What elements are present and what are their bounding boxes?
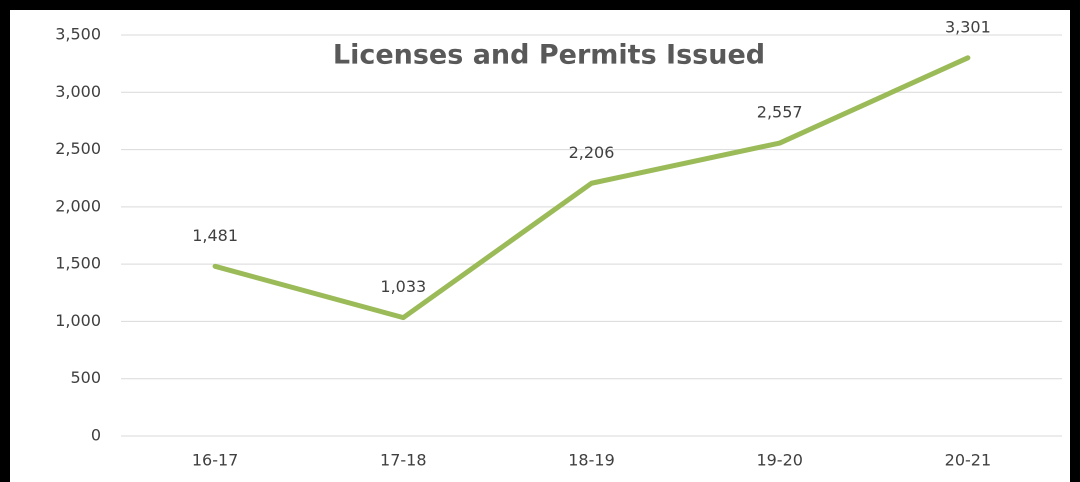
x-tick-label: 18-19 bbox=[568, 451, 615, 470]
chart-area bbox=[10, 10, 1070, 482]
x-tick-label: 19-20 bbox=[756, 451, 803, 470]
y-tick-label: 3,000 bbox=[55, 82, 101, 101]
x-tick-label: 17-18 bbox=[380, 451, 427, 470]
data-label: 2,206 bbox=[569, 143, 615, 162]
y-tick-label: 2,000 bbox=[55, 196, 101, 215]
data-label: 2,557 bbox=[757, 103, 803, 122]
x-tick-label: 16-17 bbox=[192, 451, 239, 470]
data-label: 3,301 bbox=[945, 17, 991, 36]
y-tick-label: 500 bbox=[70, 368, 101, 387]
x-tick-label: 20-21 bbox=[945, 451, 992, 470]
y-tick-label: 1,000 bbox=[55, 311, 101, 330]
y-tick-label: 3,500 bbox=[55, 25, 101, 44]
y-tick-label: 1,500 bbox=[55, 254, 101, 273]
chart-title: Licenses and Permits Issued bbox=[333, 40, 765, 71]
line bbox=[212, 55, 971, 321]
y-tick-label: 0 bbox=[91, 426, 101, 445]
y-tick-label: 2,500 bbox=[55, 139, 101, 158]
data-label: 1,033 bbox=[380, 277, 426, 296]
data-label: 1,481 bbox=[192, 226, 238, 245]
